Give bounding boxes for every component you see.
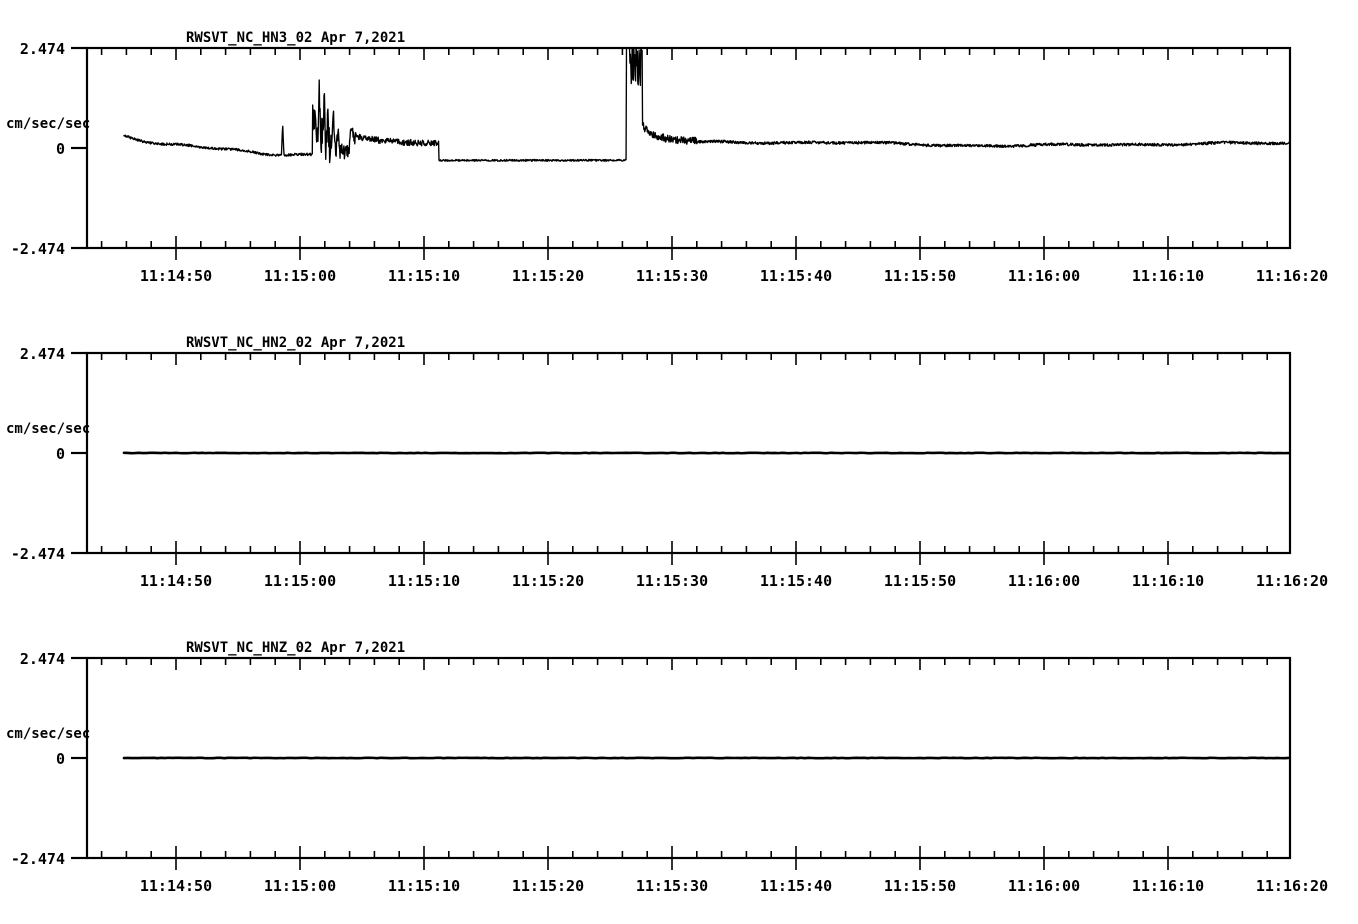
y-axis-unit-label: cm/sec/sec — [6, 726, 90, 742]
plot-title: RWSVT_NC_HN2_02 Apr 7,2021 — [186, 335, 405, 351]
x-tick-label: 11:16:10 — [1132, 877, 1204, 895]
y-tick-label: 0 — [56, 445, 65, 463]
x-tick-label: 11:16:20 — [1256, 572, 1328, 590]
panel-hn2: 2.474 0 -2.474 cm/sec/sec 11:14:50 11:15:00 11… — [0, 305, 1358, 595]
x-tick-label: 11:15:30 — [636, 877, 708, 895]
x-tick-label: 11:14:50 — [140, 877, 212, 895]
panel-hn2-canvas: 2.474 0 -2.474 cm/sec/sec 11:14:50 11:15:00 11… — [6, 335, 1328, 590]
y-tick-label: -2.474 — [11, 240, 65, 258]
plot-title: RWSVT_NC_HNZ_02 Apr 7,2021 — [186, 640, 405, 656]
plot-frame — [85, 46, 1292, 250]
y-tick-label: 0 — [56, 750, 65, 768]
x-axis-ticks — [100, 658, 1268, 870]
x-tick-label: 11:15:10 — [388, 877, 460, 895]
y-axis-ticks — [71, 46, 87, 250]
x-tick-label: 11:14:50 — [140, 572, 212, 590]
x-tick-label: 11:16:20 — [1256, 877, 1328, 895]
panel-hnz: 2.474 0 -2.474 cm/sec/sec 11:14:50 11:15:00 11… — [0, 610, 1358, 900]
x-tick-label: 11:15:30 — [636, 267, 708, 285]
x-tick-label: 11:16:00 — [1008, 267, 1080, 285]
x-tick-label: 11:16:10 — [1132, 267, 1204, 285]
x-tick-label: 11:16:10 — [1132, 572, 1204, 590]
x-tick-label: 11:15:50 — [884, 267, 956, 285]
y-axis-ticks — [71, 351, 87, 555]
x-tick-label: 11:15:40 — [760, 572, 832, 590]
x-tick-label: 11:15:00 — [264, 267, 336, 285]
y-axis-unit-label: cm/sec/sec — [6, 116, 90, 132]
x-tick-label: 11:15:10 — [388, 572, 460, 590]
y-tick-label: 0 — [56, 140, 65, 158]
y-tick-label: -2.474 — [11, 850, 65, 868]
y-tick-label: 2.474 — [20, 650, 65, 668]
y-axis-ticks — [71, 656, 87, 860]
waveform-trace — [123, 48, 1290, 164]
plot-title: RWSVT_NC_HN3_02 Apr 7,2021 — [186, 30, 405, 46]
x-tick-label: 11:15:20 — [512, 877, 584, 895]
y-tick-label: 2.474 — [20, 345, 65, 363]
x-tick-label: 11:15:20 — [512, 267, 584, 285]
x-tick-label: 11:15:50 — [884, 877, 956, 895]
x-tick-label: 11:15:00 — [264, 572, 336, 590]
x-tick-label: 11:15:40 — [760, 877, 832, 895]
x-tick-label: 11:16:00 — [1008, 572, 1080, 590]
x-tick-label: 11:15:00 — [264, 877, 336, 895]
panel-hn3-canvas: 2.474 0 -2.474 cm/sec/sec 11:14:50 11:15:00 11… — [6, 30, 1328, 285]
x-tick-label: 11:15:40 — [760, 267, 832, 285]
y-tick-label: -2.474 — [11, 545, 65, 563]
x-axis-ticks — [100, 48, 1268, 260]
x-tick-label: 11:15:30 — [636, 572, 708, 590]
panel-hnz-canvas: 2.474 0 -2.474 cm/sec/sec 11:14:50 11:15:00 11… — [6, 640, 1328, 895]
x-tick-label: 11:15:10 — [388, 267, 460, 285]
y-axis-unit-label: cm/sec/sec — [6, 421, 90, 437]
x-axis-ticks — [100, 353, 1268, 565]
x-tick-label: 11:16:00 — [1008, 877, 1080, 895]
y-tick-label: 2.474 — [20, 40, 65, 58]
panel-hn3: 2.474 0 -2.474 cm/sec/sec 11:14:50 11:15:00 11… — [0, 0, 1358, 290]
x-tick-label: 11:16:20 — [1256, 267, 1328, 285]
x-tick-label: 11:14:50 — [140, 267, 212, 285]
x-tick-label: 11:15:20 — [512, 572, 584, 590]
x-tick-label: 11:15:50 — [884, 572, 956, 590]
